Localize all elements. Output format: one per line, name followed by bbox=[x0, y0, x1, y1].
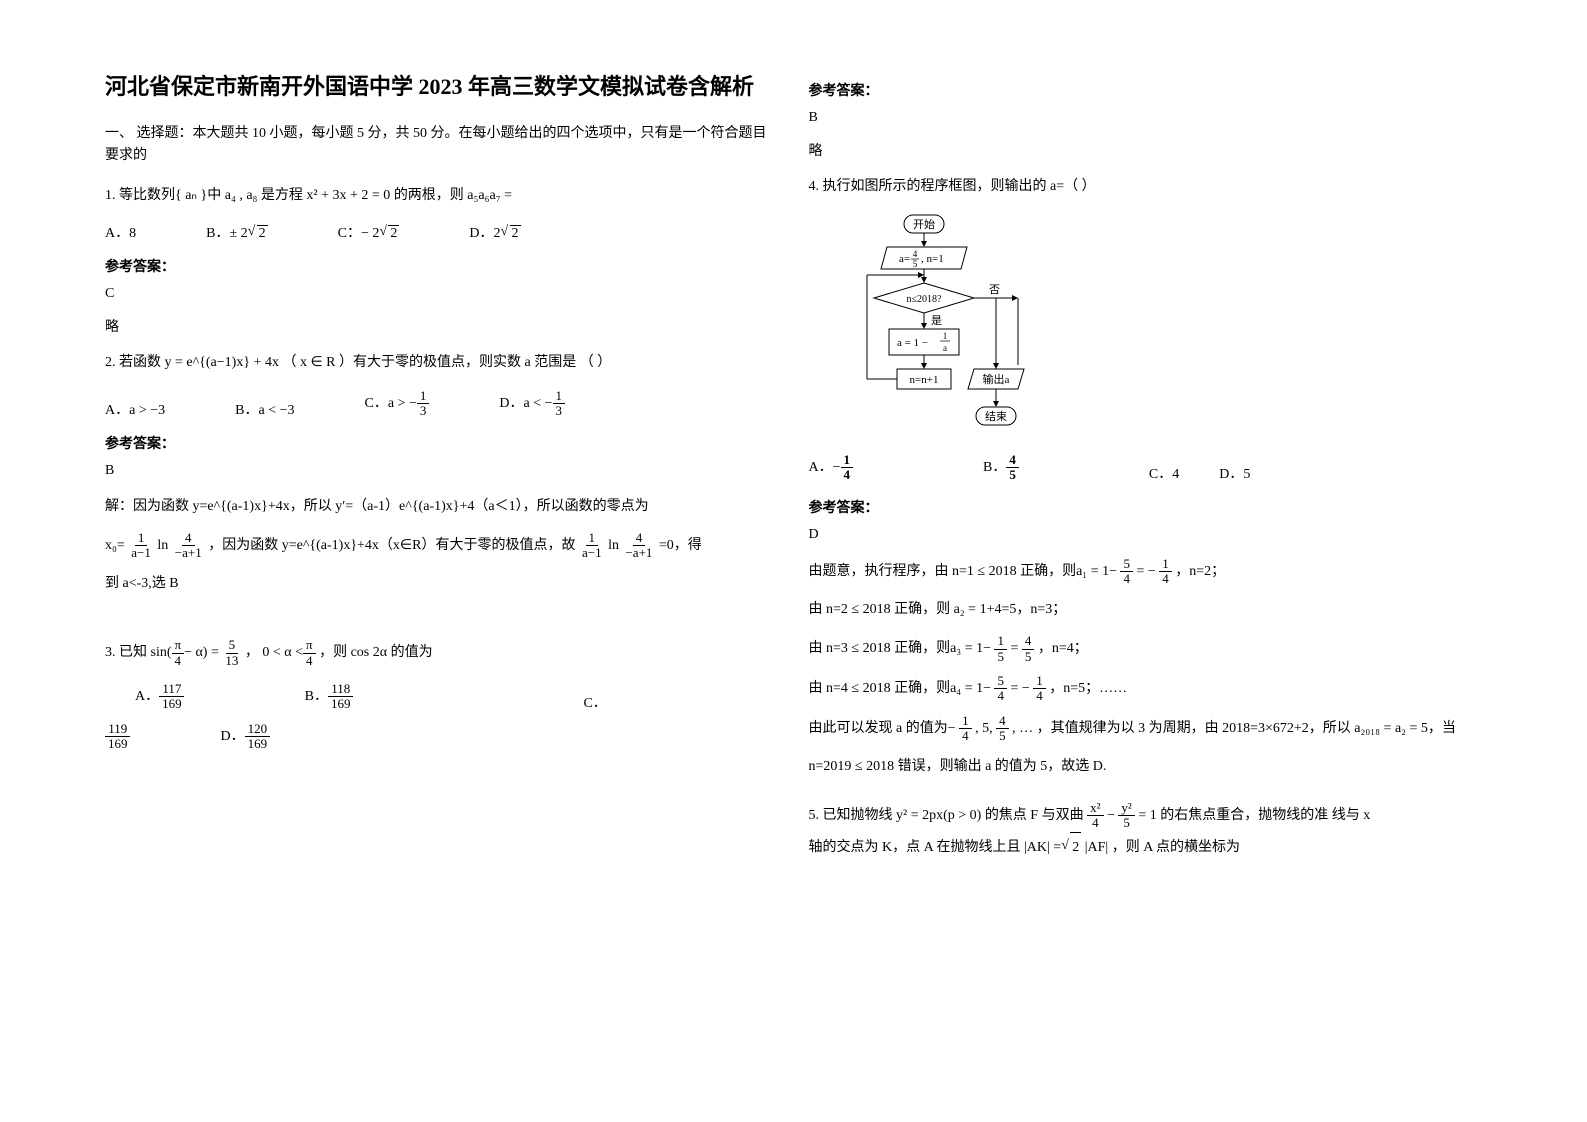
question-1: 1. 等比数列{ aₙ }中 a₄ , a₈ 是方程 x² + 3x + 2 =… bbox=[105, 183, 779, 208]
q4-optB: B．45 bbox=[983, 453, 1019, 483]
q1-optA: A．8 bbox=[105, 222, 136, 242]
svg-text:n≤2018?: n≤2018? bbox=[906, 294, 941, 305]
q1-stem-pre: 1. 等比数列{ aₙ }中 a₄ , a₈ 是方程 bbox=[105, 188, 303, 203]
q1-optD: D．22 bbox=[469, 222, 520, 242]
q4-optD: D．5 bbox=[1219, 463, 1250, 483]
q1-answer: C bbox=[105, 286, 779, 302]
svg-text:输出a: 输出a bbox=[982, 372, 1009, 386]
question-3: 3. 已知 sin(π4− α) = 513 ， 0 < α <π4 ，则 co… bbox=[105, 638, 779, 668]
svg-text:是: 是 bbox=[931, 314, 942, 327]
q2-answer: B bbox=[105, 463, 779, 479]
svg-text:开始: 开始 bbox=[913, 217, 935, 231]
q3-optD: D．120169 bbox=[221, 722, 271, 752]
q3-optC-label: C． bbox=[583, 692, 606, 712]
q2-optC: C．a > −13 bbox=[365, 389, 430, 419]
q4-optC: C．4 bbox=[1149, 463, 1179, 483]
svg-text:a: a bbox=[943, 343, 947, 353]
document-title: 河北省保定市新南开外国语中学 2023 年高三数学文模拟试卷含解析 bbox=[105, 70, 779, 103]
q1-optC: C：− 22 bbox=[338, 222, 400, 242]
q2-explain-2: x₀= 1a−1 ln 4−a+1 ，因为函数 y=e^{(a-1)x}+4x（… bbox=[105, 531, 779, 561]
flowchart: 开始 a= 4 5 , n=1 n≤2018? 否 是 a = 1 bbox=[859, 213, 1483, 443]
svg-text:否: 否 bbox=[989, 284, 1000, 296]
q1-options: A．8 B．± 22 C：− 22 D．22 bbox=[105, 222, 779, 242]
left-column: 河北省保定市新南开外国语中学 2023 年高三数学文模拟试卷含解析 一、 选择题… bbox=[90, 70, 794, 1082]
svg-text:a=: a= bbox=[899, 253, 910, 265]
q4-e5: 由此可以发现 a 的值为− 14 , 5, 45 , … ，其值规律为以 3 为… bbox=[809, 714, 1483, 744]
svg-text:a = 1 −: a = 1 − bbox=[897, 337, 928, 349]
q3-options: A．117169 B．118169 C． 119169 D．120169 bbox=[105, 682, 779, 751]
svg-text:n=n+1: n=n+1 bbox=[909, 374, 938, 386]
q2-optB: B．a < −3 bbox=[235, 399, 294, 419]
q2-answer-label: 参考答案： bbox=[105, 433, 779, 453]
q1-equation: x² + 3x + 2 = 0 bbox=[306, 188, 390, 203]
q3-answer-label: 参考答案： bbox=[809, 80, 1483, 100]
q4-e1: 由题意，执行程序，由 n=1 ≤ 2018 正确，则a₁ = 1− 54 = −… bbox=[809, 557, 1483, 587]
question-5: 5. 已知抛物线 y² = 2px(p > 0) 的焦点 F 与双曲 x²4 −… bbox=[809, 801, 1483, 864]
svg-text:4: 4 bbox=[912, 249, 917, 259]
svg-text:结束: 结束 bbox=[985, 410, 1007, 423]
svg-text:5: 5 bbox=[912, 259, 917, 269]
q2-explain-1: 解：因为函数 y=e^{(a-1)x}+4x，所以 y′=（a-1）e^{(a-… bbox=[105, 493, 779, 521]
q2-optD: D．a < −13 bbox=[499, 389, 565, 419]
q2-mid: （ x ∈ R ）有大于零的极值点，则实数 a 范围是 （ ） bbox=[282, 355, 611, 370]
section-text: 一、 选择题：本大题共 10 小题，每小题 5 分，共 50 分。在每小题给出的… bbox=[105, 126, 767, 163]
question-4: 4. 执行如图所示的程序框图，则输出的 a=（ ） bbox=[809, 174, 1483, 199]
q1-answer-label: 参考答案： bbox=[105, 256, 779, 276]
q4-e3: 由 n=3 ≤ 2018 正确，则a₃ = 1− 15 = 45 ，n=4； bbox=[809, 634, 1483, 664]
svg-text:, n=1: , n=1 bbox=[921, 253, 944, 265]
q4-answer: D bbox=[809, 527, 1483, 543]
q3-stem-post: ，则 cos 2α 的值为 bbox=[319, 645, 433, 660]
question-2: 2. 若函数 y = e^{(a−1)x} + 4x （ x ∈ R ）有大于零… bbox=[105, 350, 779, 375]
q4-answer-label: 参考答案： bbox=[809, 497, 1483, 517]
q3-stem-pre: 3. 已知 bbox=[105, 645, 147, 660]
right-column: 参考答案： B 略 4. 执行如图所示的程序框图，则输出的 a=（ ） 开始 a… bbox=[794, 70, 1498, 1082]
q4-options: A．−14 B．45 C．4 D．5 bbox=[809, 453, 1483, 483]
q3-optB: B．118169 bbox=[305, 682, 354, 712]
q2-explain-3: 到 a<-3,选 B bbox=[105, 570, 779, 598]
q2-stem-pre: 2. 若函数 bbox=[105, 355, 161, 370]
q4-e6: n=2019 ≤ 2018 错误，则输出 a 的值为 5，故选 D. bbox=[809, 753, 1483, 781]
q2-optA: A．a > −3 bbox=[105, 399, 165, 419]
q4-e4: 由 n=4 ≤ 2018 正确，则a₄ = 1− 54 = − 14 ，n=5；… bbox=[809, 674, 1483, 704]
section-1-head: 一、 选择题：本大题共 10 小题，每小题 5 分，共 50 分。在每小题给出的… bbox=[105, 123, 779, 168]
q4-optA: A．−14 bbox=[809, 453, 854, 483]
q2-options: A．a > −3 B．a < −3 C．a > −13 D．a < −13 bbox=[105, 389, 779, 419]
q3-optC: 119169 bbox=[105, 722, 131, 752]
q1-optB: B．± 22 bbox=[206, 222, 268, 242]
q3-answer: B bbox=[809, 110, 1483, 126]
q4-e2: 由 n=2 ≤ 2018 正确，则 a₂ = 1+4=5，n=3； bbox=[809, 596, 1483, 624]
q1-brief: 略 bbox=[105, 316, 779, 336]
q3-brief: 略 bbox=[809, 140, 1483, 160]
q3-optA: A．117169 bbox=[135, 682, 185, 712]
q2-fn: y = e^{(a−1)x} + 4x bbox=[165, 355, 279, 370]
svg-text:1: 1 bbox=[942, 331, 947, 341]
q1-stem-post: 的两根，则 a₅a₆a₇ = bbox=[394, 188, 512, 203]
